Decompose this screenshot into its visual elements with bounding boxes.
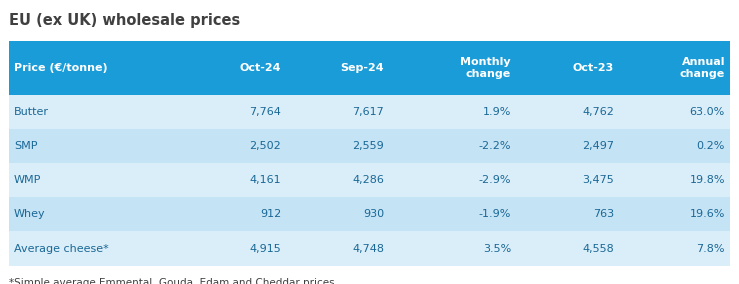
Text: 930: 930	[363, 209, 384, 220]
Text: Butter: Butter	[14, 107, 49, 117]
Text: -1.9%: -1.9%	[479, 209, 511, 220]
Text: 4,915: 4,915	[249, 243, 281, 254]
Text: 3,475: 3,475	[582, 175, 614, 185]
Text: 7.8%: 7.8%	[696, 243, 725, 254]
Text: Annual
change: Annual change	[680, 57, 725, 79]
Text: 763: 763	[593, 209, 614, 220]
Text: 0.2%: 0.2%	[697, 141, 725, 151]
Text: Sep-24: Sep-24	[341, 63, 384, 73]
Text: Oct-24: Oct-24	[239, 63, 281, 73]
Text: 4,161: 4,161	[250, 175, 281, 185]
Text: 1.9%: 1.9%	[483, 107, 511, 117]
Text: 2,559: 2,559	[353, 141, 384, 151]
Text: EU (ex UK) wholesale prices: EU (ex UK) wholesale prices	[9, 13, 240, 28]
Text: 4,558: 4,558	[582, 243, 614, 254]
Text: -2.2%: -2.2%	[478, 141, 511, 151]
Text: Average cheese*: Average cheese*	[14, 243, 109, 254]
Text: 4,748: 4,748	[353, 243, 384, 254]
Text: 3.5%: 3.5%	[483, 243, 511, 254]
Text: 7,617: 7,617	[353, 107, 384, 117]
Text: 7,764: 7,764	[249, 107, 281, 117]
Text: SMP: SMP	[14, 141, 38, 151]
Text: 912: 912	[260, 209, 281, 220]
Text: 19.8%: 19.8%	[689, 175, 725, 185]
Text: -2.9%: -2.9%	[478, 175, 511, 185]
Text: Whey: Whey	[14, 209, 46, 220]
Text: *Simple average Emmental, Gouda, Edam and Cheddar prices: *Simple average Emmental, Gouda, Edam an…	[9, 278, 335, 284]
Text: Oct-23: Oct-23	[573, 63, 614, 73]
Text: 63.0%: 63.0%	[689, 107, 725, 117]
Text: 2,502: 2,502	[249, 141, 281, 151]
Text: 4,286: 4,286	[353, 175, 384, 185]
Text: 2,497: 2,497	[582, 141, 614, 151]
Text: Monthly
change: Monthly change	[460, 57, 511, 79]
Text: Price (€/tonne): Price (€/tonne)	[14, 63, 108, 73]
Text: 4,762: 4,762	[582, 107, 614, 117]
Text: WMP: WMP	[14, 175, 41, 185]
Text: 19.6%: 19.6%	[689, 209, 725, 220]
